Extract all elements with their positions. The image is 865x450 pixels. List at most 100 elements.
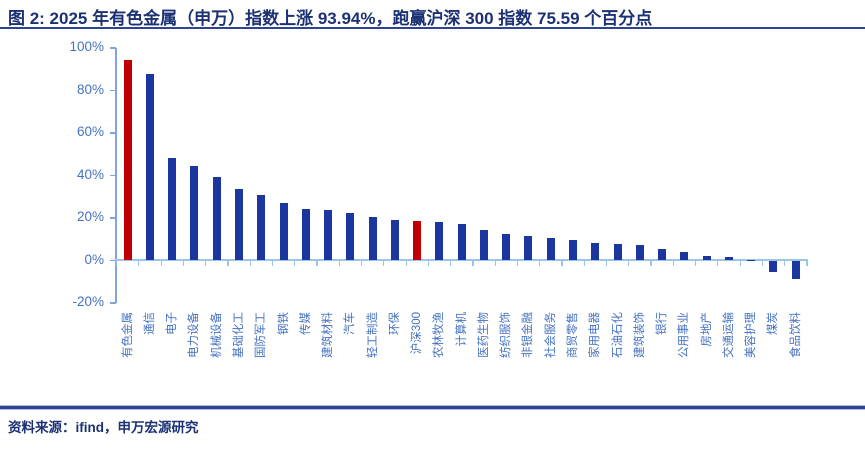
x-axis-tick [427,261,429,266]
x-axis-tick [539,261,541,266]
bar [346,213,355,260]
bar [168,158,177,260]
x-axis-tick [160,261,162,266]
bar [212,176,221,260]
x-axis-tick [116,261,118,266]
x-axis-tick [717,261,719,266]
x-axis-tick [583,261,585,266]
x-category-label: 美容护理 [745,312,758,358]
y-axis-tick-label: 0% [84,251,104,267]
bar [145,74,154,260]
y-axis-tick [110,47,116,49]
x-category-label: 交通运输 [722,312,735,358]
figure-title: 图 2: 2025 年有色金属（申万）指数上涨 93.94%，跑赢沪深 300 … [8,9,653,28]
y-axis-tick-label: 80% [76,81,104,97]
x-category-label: 家用电器 [589,312,602,358]
x-axis-tick [605,261,608,266]
y-axis-tick [110,259,116,262]
x-axis-tick [761,261,764,266]
bar [769,261,778,273]
x-axis-tick [271,261,274,266]
x-axis-line [115,259,808,261]
bar [279,202,288,260]
x-axis-tick [383,261,385,266]
x-axis-tick [405,261,407,266]
x-axis-tick [360,261,363,266]
bar [413,221,422,260]
x-axis-tick [450,261,452,266]
x-category-label: 电子 [166,312,179,335]
bar [368,216,377,260]
bar [680,251,689,260]
x-category-label: 医药生物 [477,312,490,358]
x-axis-tick [806,261,808,266]
y-axis-tick-label: 60% [76,124,104,139]
bar [257,194,266,260]
x-axis-tick [338,261,340,266]
x-category-label: 煤炭 [767,312,780,335]
x-category-label: 汽车 [344,312,357,335]
bar [479,230,488,260]
x-category-label: 公用事业 [678,312,691,358]
x-axis-tick [294,261,296,266]
bar [613,244,622,260]
x-axis-tick [672,261,674,266]
x-category-label: 传媒 [299,312,312,335]
x-category-label: 银行 [656,312,669,335]
y-axis-tick-label: 20% [76,209,104,224]
y-axis-tick-label: -20% [72,294,104,309]
x-category-label: 钢铁 [277,312,290,335]
x-axis-tick [472,261,474,266]
x-category-label: 纺织服饰 [500,312,513,358]
x-axis-tick [628,261,630,266]
x-axis-tick [205,261,207,266]
x-category-label: 通信 [143,312,156,335]
x-category-label: 计算机 [455,312,468,347]
x-category-label: 农林牧渔 [433,312,446,358]
y-axis-tick [110,302,116,304]
bar [546,238,555,260]
bar-chart: 100% 80% 60% 40% 20% 0% -20% 有色金属 通信 电子 电力设备 机械设备 基础… [69,39,808,358]
x-category-label: 食品饮料 [789,312,802,358]
x-axis-tick [494,261,496,266]
x-category-label: 社会服务 [544,312,557,358]
x-axis-tick [561,261,563,266]
bar [390,220,399,260]
bar [435,221,444,260]
y-axis-tick [110,132,116,134]
x-category-label: 有色金属 [121,312,134,358]
y-axis-tick [110,174,116,177]
x-axis-tick [182,261,184,266]
bar [658,248,667,260]
x-category-label: 环保 [388,312,401,335]
footer-rule [0,406,865,409]
title-rule [0,27,865,29]
x-axis-tick [695,261,697,266]
x-axis-tick [739,261,741,266]
bar [301,208,310,260]
bar [457,224,466,260]
bar [123,60,132,260]
bar [324,210,333,260]
x-category-label: 商贸零售 [567,312,580,358]
x-category-label: 沪深300 [411,312,424,355]
bar [234,188,243,260]
x-axis-tick [227,261,229,266]
x-category-label: 石油石化 [611,312,624,358]
x-category-label: 房地产 [700,312,713,347]
x-category-label: 非银金融 [522,312,535,358]
y-axis-line [115,47,117,303]
x-axis-tick [249,261,251,266]
bar [702,255,711,260]
x-axis-tick [516,261,519,266]
y-axis-tick [110,89,116,92]
bar [190,165,199,260]
bar [502,233,511,260]
bar [635,245,644,260]
x-axis-tick [316,261,318,266]
x-category-label: 建筑材料 [322,312,335,358]
x-category-label: 基础化工 [232,312,245,358]
x-category-label: 建筑装饰 [633,312,646,358]
bar [569,240,578,260]
